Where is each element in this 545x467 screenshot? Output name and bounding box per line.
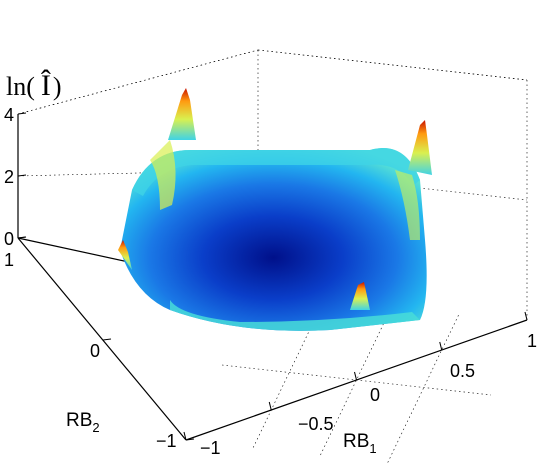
- surface-back-rim: [132, 148, 420, 196]
- y-axis-line: [17, 237, 187, 441]
- y-tick-label-1: 0: [90, 341, 100, 361]
- y-tick-label-0: −1: [156, 431, 177, 451]
- x-tick-mark-0: [183, 431, 187, 441]
- y-tick-label-2: 1: [4, 250, 14, 270]
- x-tick-label-0: −1: [200, 438, 221, 458]
- x-axis-label: RB1: [343, 431, 377, 456]
- y-tick-mark-2: [17, 236, 27, 239]
- x-tick-label-2: 0: [370, 385, 380, 405]
- z-tick-label-1: 2: [4, 167, 14, 187]
- grid-z-4-right: [257, 49, 528, 81]
- grid-z-4-left: [17, 49, 259, 115]
- z-tick-label-2: 4: [4, 105, 14, 125]
- y-tick-mark-0: [185, 438, 195, 441]
- x-tick-mark-2: [354, 371, 357, 381]
- y-tick-mark-1: [102, 338, 112, 341]
- x-tick-mark-1: [268, 401, 272, 411]
- spike-front-right: [350, 282, 370, 310]
- surface-right-ridge: [395, 170, 420, 240]
- grid-floor-x-0.5: [387, 312, 461, 463]
- x-tick-mark-3: [439, 341, 443, 351]
- z-tick-label-0: 0: [4, 229, 14, 249]
- spike-back-left: [168, 88, 196, 140]
- spike-right: [408, 120, 432, 175]
- x-tick-label-1: −0.5: [298, 414, 334, 434]
- surface-mesh: [118, 88, 432, 331]
- grid-floor-x--0.5: [252, 297, 326, 448]
- spike-left-edge: [118, 240, 132, 270]
- z-tick-mark-2: [17, 112, 27, 115]
- z-axis-label: ln(Î): [6, 69, 62, 102]
- x-tick-label-3: 0.5: [450, 361, 475, 381]
- tick-labels: 024−101−1−0.500.51: [4, 105, 537, 458]
- x-tick-mark-4: [524, 311, 528, 321]
- x-tick-label-4: 1: [527, 331, 537, 351]
- y-axis-label: RB2: [66, 410, 100, 435]
- z-tick-mark-1: [17, 174, 27, 177]
- surface-front-rim: [170, 300, 420, 331]
- surface-bowl: [120, 148, 427, 331]
- grid-floor-x-0: [320, 304, 393, 456]
- surface-left-ridge: [150, 140, 176, 210]
